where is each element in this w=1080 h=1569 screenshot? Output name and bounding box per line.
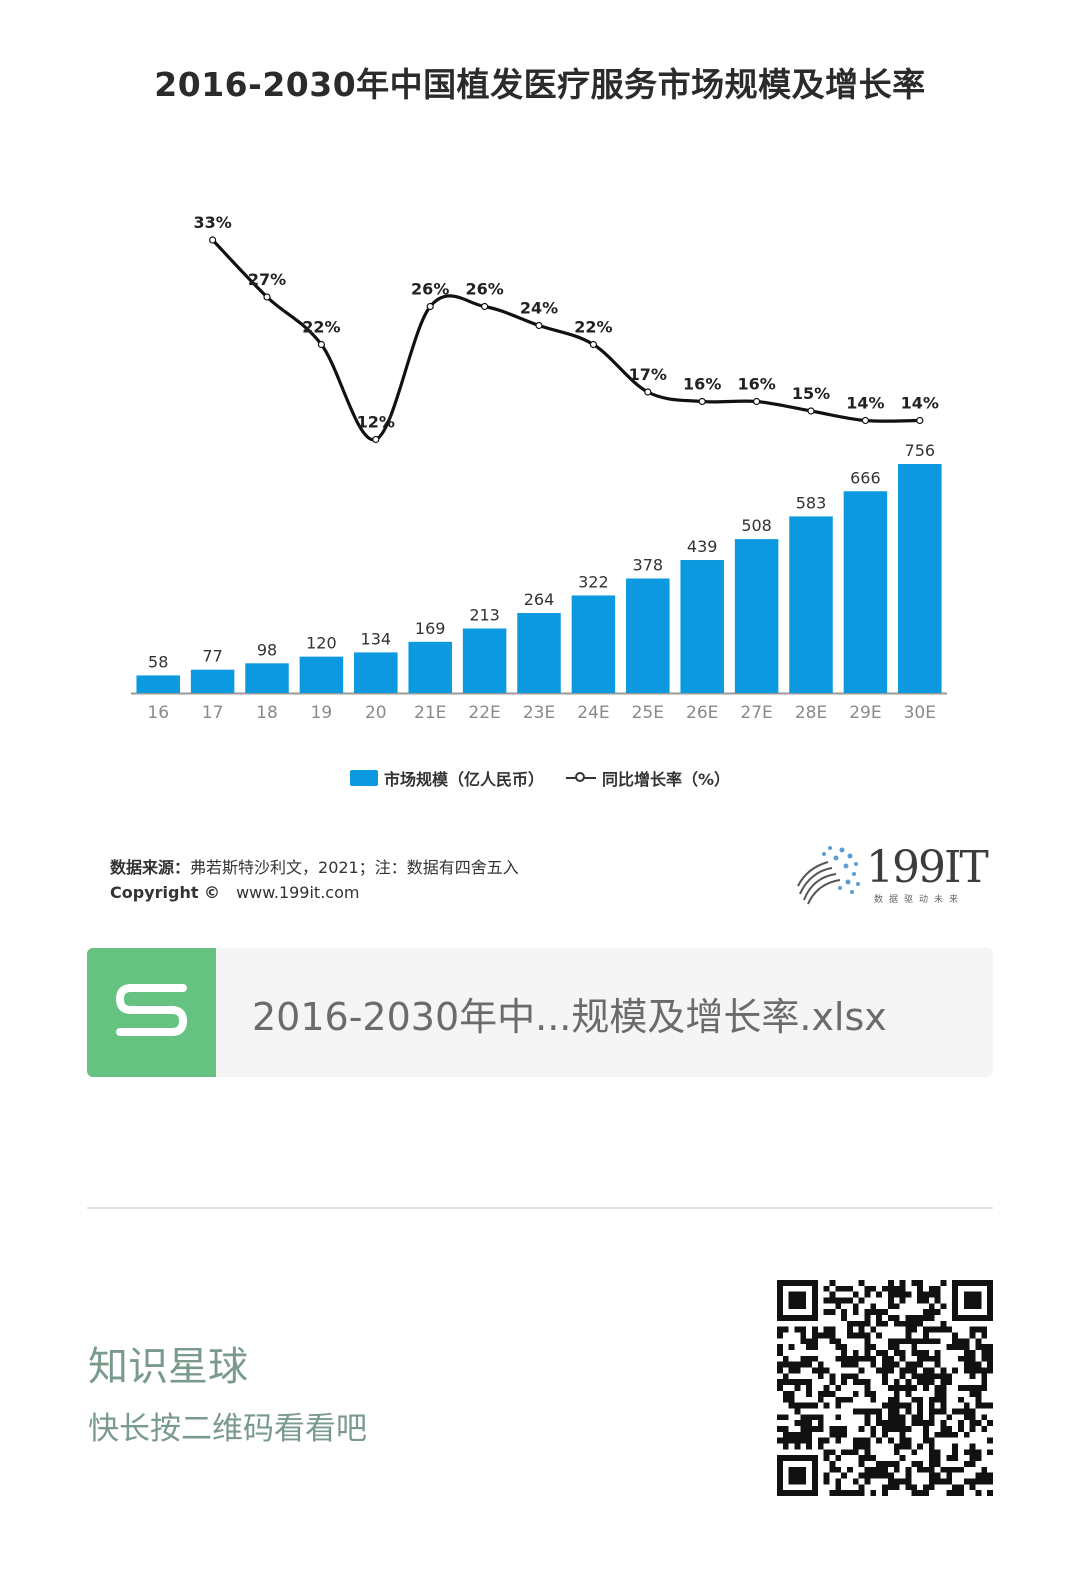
bar-22E [462,628,507,693]
growth-rate-point [807,407,815,415]
chart-plot: 58 16 77 17 98 18 120 19 134 20 169 21E 213 22E 264 23E… [131,213,947,723]
growth-rate-label: 16% [737,375,775,394]
bar-value-label: 120 [306,634,337,653]
growth-rate-label: 26% [411,280,449,299]
bar-value-label: 169 [415,619,446,638]
x-tick-label: 19 [311,703,333,723]
growth-rate-label: 14% [901,394,939,413]
growth-rate-point [752,397,761,406]
growth-rate-label: 14% [846,394,884,413]
growth-rate-point [698,397,706,406]
x-tick-label: 25E [632,703,664,723]
growth-rate-label: 24% [520,299,558,318]
qr-code-icon[interactable] [777,1280,993,1496]
bar-29E [843,491,888,693]
legend-label-growth-rate: 同比增长率（%） [601,770,731,789]
growth-rate-point [861,416,870,425]
bar-24E [571,595,616,693]
bar-value-label: 213 [469,605,500,624]
source-label: 数据来源： [110,858,191,877]
legend-label-market-size: 市场规模（亿人民币） [383,770,544,789]
source-note: 数据来源： 弗若斯特沙利文，2021；注：数据有四舍五入 Copyright ©… [110,854,519,912]
bar-value-label: 508 [741,516,772,535]
x-tick-label: 24E [577,703,609,723]
bar-18 [245,663,289,693]
x-tick-label: 23E [523,703,555,723]
file-attachment-card[interactable]: 2016-2030年中...规模及增长率.xlsx [87,948,993,1077]
bar-28E [789,516,833,693]
bar-value-label: 756 [905,441,936,460]
x-tick-label: 30E [904,703,936,723]
bar-value-label: 583 [796,493,827,512]
growth-rate-label: 22% [574,318,612,337]
bar-30E [898,464,942,693]
bar-value-label: 58 [148,652,168,671]
x-tick-label: 18 [256,703,278,723]
x-tick-label: 17 [202,703,224,723]
bar-21E [408,641,452,693]
growth-rate-point [372,435,380,444]
legend-line-marker-icon [565,770,596,786]
logo-text: 199IT [866,842,989,893]
bar-25E [626,578,670,693]
growth-rate-label: 33% [193,213,231,232]
brand-logo: 199IT 数据驱动未来 [796,838,989,908]
copyright-label: Copyright © [110,883,221,902]
source-text: 弗若斯特沙利文，2021；注：数据有四舍五入 [190,858,519,877]
bar-value-label: 666 [850,468,881,487]
x-tick-label: 27E [740,703,772,723]
growth-rate-point [644,388,652,396]
x-tick-label: 21E [414,703,446,723]
bar-23E [517,613,561,693]
growth-rate-label: 17% [629,365,667,384]
bar-27E [734,539,779,693]
growth-rate-label: 27% [248,270,286,289]
growth-rate-label: 15% [792,384,830,403]
promo-title: 知识星球 [88,1344,248,1390]
spreadsheet-icon [87,948,216,1077]
dandelion-logo-icon [797,846,860,905]
x-tick-label: 20 [365,703,387,723]
source-url: www.199it.com [236,883,360,902]
x-tick-label: 16 [147,703,169,723]
bar-value-label: 378 [633,556,664,575]
bar-value-label: 264 [524,590,555,609]
growth-rate-label: 26% [465,280,503,299]
bar-16 [136,675,180,693]
bar-19 [299,656,344,693]
x-tick-label: 22E [468,703,500,723]
growth-rate-point [535,321,543,330]
bar-value-label: 98 [257,640,277,659]
growth-rate-point [481,302,489,311]
promo-subtitle: 快长按二维码看看吧 [88,1411,367,1447]
growth-rate-point [209,236,217,244]
x-tick-label: 26E [686,703,718,723]
bar-value-label: 439 [687,537,718,556]
legend-item-growth-rate: 同比增长率（%） [565,766,731,790]
growth-rate-label: 16% [683,375,721,394]
x-tick-label: 28E [795,703,827,723]
bar-17 [190,669,235,693]
bar-26E [680,560,724,693]
growth-rate-point [916,416,924,425]
growth-rate-point [426,302,434,311]
x-tick-label: 29E [849,703,881,723]
growth-rate-point [317,340,325,349]
logo-subtitle: 数据驱动未来 [874,895,965,905]
bar-20 [354,652,398,693]
file-name: 2016-2030年中...规模及增长率.xlsx [252,995,887,1039]
bar-value-label: 77 [202,647,222,666]
bar-value-label: 322 [578,572,609,591]
growth-rate-label: 22% [302,318,340,337]
growth-rate-point [589,340,598,349]
legend-bar-swatch [349,770,378,786]
chart-legend: 市场规模（亿人民币） 同比增长率（%） [0,766,1080,790]
growth-rate-point [263,293,271,301]
legend-item-market-size: 市场规模（亿人民币） [349,766,544,790]
growth-rate-label: 12% [357,413,395,432]
bar-value-label: 134 [361,629,392,648]
section-divider [87,1207,993,1209]
chart-title: 2016-2030年中国植发医疗服务市场规模及增长率 [154,65,926,104]
